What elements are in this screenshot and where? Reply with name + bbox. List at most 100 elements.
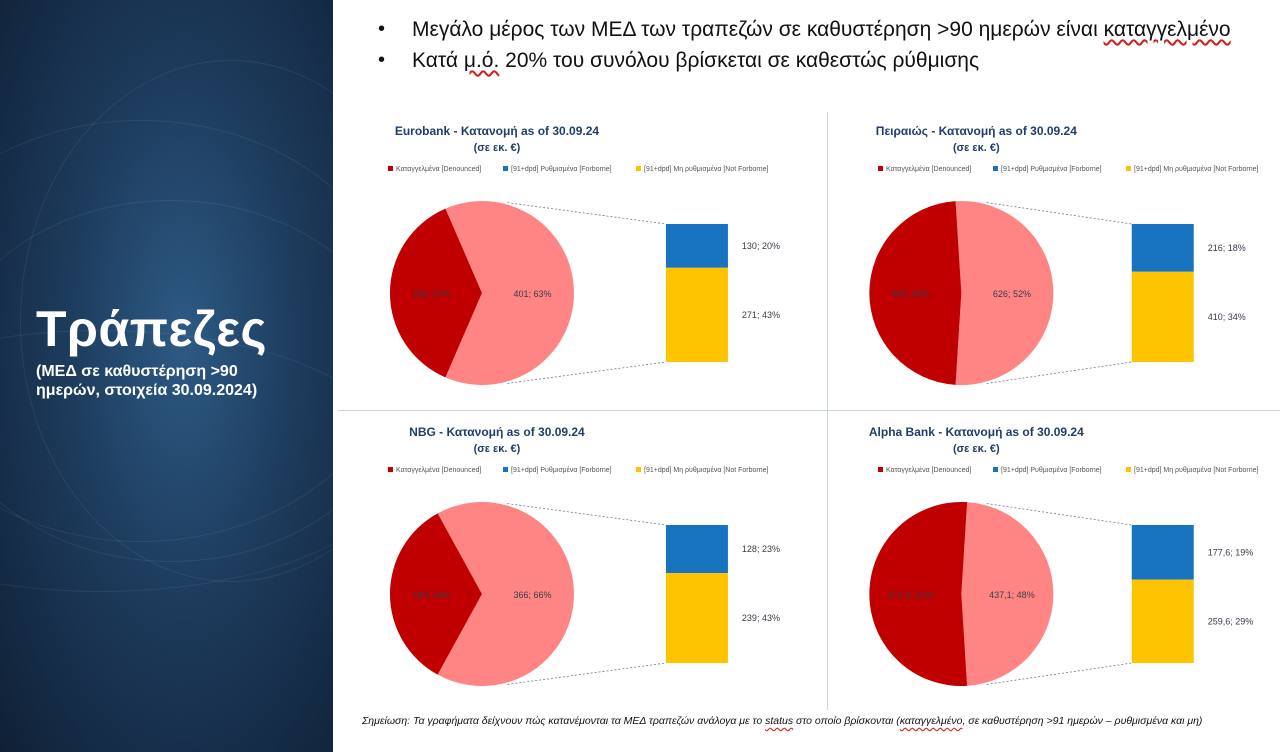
pie-slice-rest [445, 201, 574, 385]
grid-divider-vertical [827, 112, 828, 710]
bar-label-forborne: 130; 20% [742, 241, 780, 251]
legend-swatch [993, 467, 998, 472]
legend-label: [91+dpd] Μη ρυθμισμένα [Not Forborne] [644, 165, 769, 173]
bullet-text: Μεγάλο μέρος των ΜΕΔ των τραπεζών σε καθ… [412, 18, 1104, 41]
bar-segment-not-forborne [1131, 271, 1194, 362]
bullet-text-spellcheck: μ.ό. [463, 49, 500, 72]
bullet-text-spellcheck: καταγγελμένο [1103, 18, 1231, 41]
chart-panel-eurobank: Eurobank - Κατανομή as of 30.09.24 (σε εκ… [338, 113, 826, 409]
chart-subtitle: (σε εκ. €) [953, 142, 1000, 154]
legend-item: [91+dpd] Ρυθμισμένα [Forborne] [503, 466, 612, 474]
bar-segment-not-forborne [1131, 579, 1194, 663]
bullet-item: Κατά μ.ό. 20% του συνόλου βρίσκεται σε κ… [378, 45, 1278, 76]
legend-swatch [503, 166, 508, 171]
pie-bar-chart: Eurobank - Κατανομή as of 30.09.24 (σε εκ… [388, 124, 780, 385]
legend-label: [91+dpd] Μη ρυθμισμένα [Not Forborne] [1134, 165, 1259, 173]
legend-label: Καταγγελμένα [Denounced] [396, 466, 481, 474]
pie-bar-chart: NBG - Κατανομή as of 30.09.24 (σε εκ. €) Κ… [388, 425, 780, 686]
bullet-text: Κατά [412, 49, 464, 72]
pie-slice-rest [961, 502, 1054, 686]
bar-segment-forborne [1131, 525, 1194, 580]
bar-segment-forborne [665, 224, 728, 268]
pie-slice-denounced [869, 201, 962, 385]
bar-label-not-forborne: 239; 43% [742, 613, 780, 623]
legend-item: Καταγγελμένα [Denounced] [388, 165, 481, 173]
pie-slice-rest [955, 201, 1054, 385]
chart-title: Eurobank - Κατανομή as of 30.09.24 [395, 124, 600, 138]
legend-swatch [388, 467, 393, 472]
connector-line [507, 662, 666, 685]
bullet-list: Μεγάλο μέρος των ΜΕΔ των τραπεζών σε καθ… [378, 14, 1278, 76]
chart-subtitle: (σε εκ. €) [474, 142, 521, 154]
bullet-item: Μεγάλο μέρος των ΜΕΔ των τραπεζών σε καθ… [378, 14, 1278, 45]
chart-title: Πειραιώς - Κατανομή as of 30.09.24 [876, 124, 1077, 138]
pie-label-rest: 626; 52% [993, 289, 1031, 299]
legend-swatch [503, 467, 508, 472]
legend-item: [91+dpd] Ρυθμισμένα [Forborne] [993, 165, 1102, 173]
pie-bar-chart: Alpha Bank - Κατανομή as of 30.09.24 (σε … [869, 425, 1259, 686]
legend-label: [91+dpd] Ρυθμισμένα [Forborne] [1001, 165, 1102, 173]
bar-label-not-forborne: 259,6; 29% [1208, 616, 1254, 626]
legend-item: Καταγγελμένα [Denounced] [878, 165, 971, 173]
legend-label: [91+dpd] Ρυθμισμένα [Forborne] [511, 165, 612, 173]
pie-label-denounced: 236; 37% [412, 289, 450, 299]
chart-subtitle: (σε εκ. €) [474, 443, 521, 455]
pie-label-rest: 366; 66% [514, 590, 552, 600]
chart-title: NBG - Κατανομή as of 30.09.24 [409, 425, 585, 439]
legend-label: [91+dpd] Ρυθμισμένα [Forborne] [1001, 466, 1102, 474]
connector-line [986, 503, 1132, 526]
chart-panel-piraeus: Πειραιώς - Κατανομή as of 30.09.24 (σε εκ… [828, 113, 1280, 409]
legend-item: [91+dpd] Μη ρυθμισμένα [Not Forborne] [636, 466, 769, 474]
section-title: Τράπεζες [36, 301, 267, 357]
connector-line [986, 662, 1132, 685]
footnote-status: status [765, 715, 794, 727]
footnote-text: , σε καθυστέρηση >91 ημερών – ρυθμισμένα… [962, 715, 1203, 727]
legend-label: [91+dpd] Μη ρυθμισμένα [Not Forborne] [644, 466, 769, 474]
pie-label-rest: 437,1; 48% [989, 590, 1035, 600]
pie-slice-denounced [389, 513, 482, 675]
legend-item: [91+dpd] Μη ρυθμισμένα [Not Forborne] [1126, 165, 1259, 173]
legend-item: [91+dpd] Ρυθμισμένα [Forborne] [503, 165, 612, 173]
pie-slice-denounced [389, 208, 482, 378]
bar-label-forborne: 177,6; 19% [1208, 547, 1254, 557]
pie-slice-denounced [869, 502, 968, 686]
footnote: Σημείωση: Τα γραφήματα δείχνουν πώς κατα… [362, 714, 1252, 729]
legend-swatch [1126, 467, 1131, 472]
legend-item: [91+dpd] Μη ρυθμισμένα [Not Forborne] [636, 165, 769, 173]
pie-label-denounced: 189; 34% [412, 590, 450, 600]
footnote-text: στο οποίο βρίσκονται ( [793, 715, 900, 727]
legend-label: [91+dpd] Ρυθμισμένα [Forborne] [511, 466, 612, 474]
footnote-spellcheck: καταγγελμένο [899, 715, 963, 727]
legend-swatch [1126, 166, 1131, 171]
legend-label: [91+dpd] Μη ρυθμισμένα [Not Forborne] [1134, 466, 1259, 474]
chart-panel-nbg: NBG - Κατανομή as of 30.09.24 (σε εκ. €) Κ… [338, 414, 826, 706]
legend-swatch [993, 166, 998, 171]
legend-label: Καταγγελμένα [Denounced] [886, 165, 971, 173]
legend-label: Καταγγελμένα [Denounced] [396, 165, 481, 173]
pie-label-denounced: 472,4; 52% [888, 590, 934, 600]
bar-label-forborne: 128; 23% [742, 544, 780, 554]
chart-panel-alpha: Alpha Bank - Κατανομή as of 30.09.24 (σε … [828, 414, 1280, 706]
pie-slice-rest [437, 502, 574, 686]
bar-segment-not-forborne [665, 573, 728, 663]
legend-swatch [878, 166, 883, 171]
connector-line [507, 503, 666, 526]
legend-swatch [388, 166, 393, 171]
legend-item: Καταγγελμένα [Denounced] [878, 466, 971, 474]
legend-swatch [636, 467, 641, 472]
legend-item: Καταγγελμένα [Denounced] [388, 466, 481, 474]
bar-segment-forborne [665, 525, 728, 574]
bar-label-forborne: 216; 18% [1208, 243, 1246, 253]
bar-label-not-forborne: 271; 43% [742, 310, 780, 320]
legend-label: Καταγγελμένα [Denounced] [886, 466, 971, 474]
chart-subtitle: (σε εκ. €) [953, 443, 1000, 455]
pie-bar-chart: Πειραιώς - Κατανομή as of 30.09.24 (σε εκ… [869, 124, 1259, 385]
section-subtitle: (ΜΕΔ σε καθυστέρηση >90 ημερών, στοιχεία… [36, 363, 258, 399]
chart-title: Alpha Bank - Κατανομή as of 30.09.24 [869, 425, 1084, 439]
pie-label-denounced: 583; 48% [892, 289, 930, 299]
connector-line [507, 202, 666, 225]
bar-label-not-forborne: 410; 34% [1208, 312, 1246, 322]
legend-item: [91+dpd] Ρυθμισμένα [Forborne] [993, 466, 1102, 474]
bar-segment-forborne [1131, 224, 1194, 272]
legend-swatch [878, 467, 883, 472]
